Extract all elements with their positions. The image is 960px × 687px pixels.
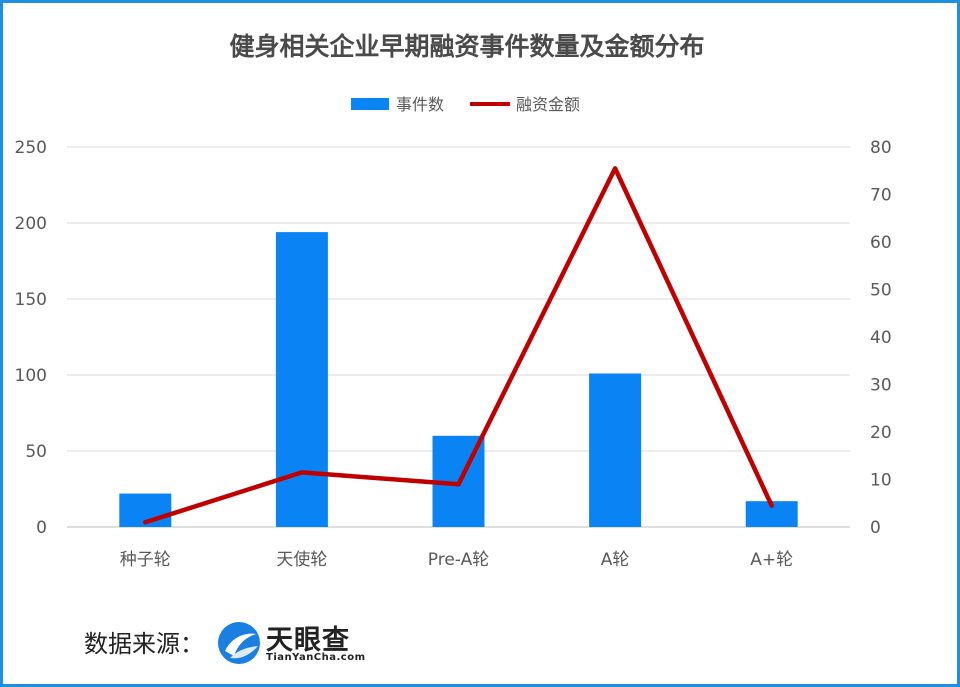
legend-label-line: 融资金额 — [516, 95, 580, 114]
y-right-tick-label: 50 — [870, 281, 892, 301]
legend-label-bar: 事件数 — [396, 95, 444, 114]
x-tick-label: Pre-A轮 — [428, 550, 489, 570]
y-right-tick-label: 10 — [870, 471, 892, 491]
y-axis-left: 0 50 100 150 200 250 — [15, 138, 47, 538]
x-tick-label: 天使轮 — [276, 549, 327, 570]
y-left-tick-label: 150 — [15, 290, 47, 310]
y-right-tick-label: 70 — [870, 186, 892, 206]
x-axis: 种子轮 天使轮 Pre-A轮 A轮 A+轮 — [120, 549, 793, 570]
y-left-tick-label: 250 — [15, 138, 47, 158]
y-right-tick-label: 40 — [870, 328, 892, 348]
logo-text-en: TianYanCha.com — [266, 652, 366, 663]
y-right-tick-label: 20 — [870, 423, 892, 443]
y-right-tick-label: 80 — [870, 138, 892, 158]
line-path — [143, 166, 774, 525]
tianyancha-logo: 天眼查 TianYanCha.com — [216, 618, 376, 670]
y-left-tick-label: 200 — [15, 214, 47, 234]
y-left-tick-label: 50 — [25, 442, 47, 462]
y-right-tick-label: 0 — [870, 518, 881, 538]
y-right-tick-label: 60 — [870, 233, 892, 253]
tianyancha-logo-icon — [218, 622, 260, 664]
source-label: 数据来源： — [84, 630, 204, 658]
bar — [589, 373, 642, 527]
line-series — [143, 166, 774, 525]
x-tick-label: A轮 — [601, 550, 630, 570]
logo-text-cn: 天眼查 — [266, 625, 350, 656]
legend: 事件数 融资金额 — [351, 95, 580, 114]
gridlines — [67, 146, 850, 528]
bar — [275, 232, 328, 527]
y-left-tick-label: 100 — [15, 366, 47, 386]
y-right-tick-label: 30 — [870, 376, 892, 396]
x-tick-label: A+轮 — [750, 550, 793, 570]
x-tick-label: 种子轮 — [120, 550, 171, 570]
chart-title: 健身相关企业早期融资事件数量及金额分布 — [229, 32, 704, 61]
y-axis-right: 0 10 20 30 40 50 60 70 80 — [870, 138, 892, 538]
y-left-tick-label: 0 — [36, 518, 47, 538]
legend-swatch-bar — [351, 98, 389, 110]
